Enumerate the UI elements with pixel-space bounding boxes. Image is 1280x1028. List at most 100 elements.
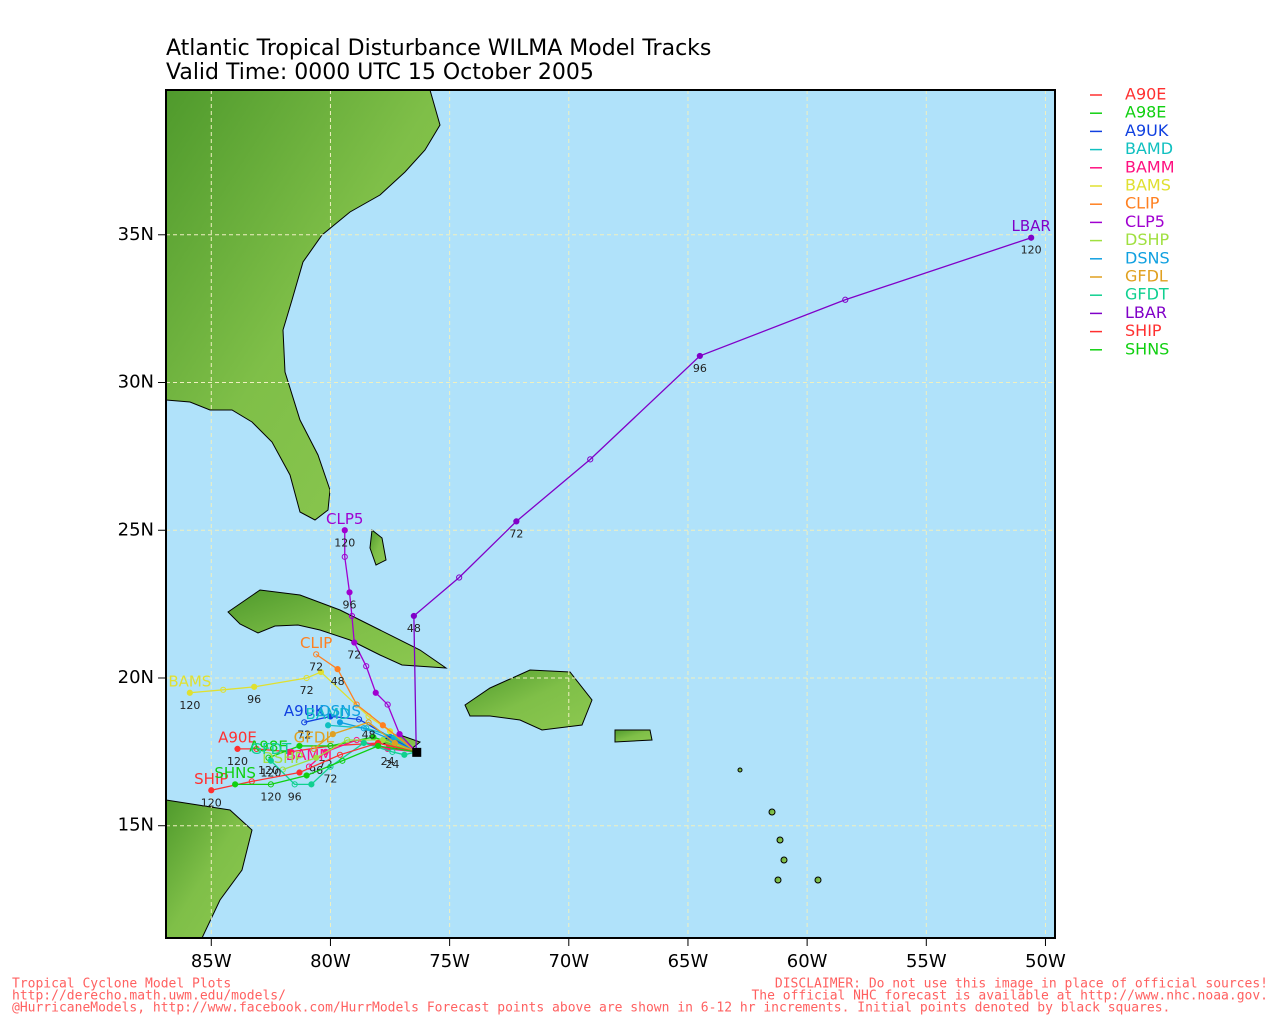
map-title: Atlantic Tropical Disturbance WILMA Mode… (166, 36, 711, 61)
forecast-hour: 96 (247, 693, 261, 706)
model-track (413, 237, 1032, 752)
cuba (227, 589, 448, 669)
legend-label: A98E (1125, 103, 1166, 122)
forecast-hour: 72 (297, 728, 311, 741)
track-label: A9UK (284, 702, 326, 720)
central-america (166, 799, 253, 938)
y-tick-label: 35N (118, 224, 154, 245)
forecast-point (360, 739, 367, 747)
forecast-hour: 24 (385, 758, 399, 771)
island (814, 876, 822, 884)
track-label: BAMD (306, 705, 351, 723)
forecast-hour: 48 (331, 675, 345, 688)
forecast-point (348, 612, 356, 620)
forecast-hour: 120 (258, 764, 279, 777)
forecast-point (220, 686, 227, 693)
x-tick-label: 80W (310, 951, 351, 972)
track-label: A90E (218, 728, 257, 746)
island (774, 876, 782, 884)
forecast-point (513, 518, 520, 525)
forecast-point (1028, 234, 1035, 241)
model-track (328, 724, 417, 753)
legend-label: GFDL (1125, 267, 1168, 286)
forecast-point (313, 754, 320, 761)
track-label: SHIP (194, 770, 228, 788)
forecast-hour: 120 (260, 790, 281, 803)
x-tick-label: 50W (1025, 951, 1066, 972)
legend-label: SHNS (1125, 339, 1169, 358)
track-label: GFDL (294, 728, 335, 746)
footer-text: DISCLAIMER: Do not use this image in pla… (775, 977, 1268, 992)
forecast-hour: 96 (693, 362, 707, 375)
footer-text: Tropical Cyclone Model Plots (12, 977, 231, 992)
footer-text: http://derecho.math.uwm.edu/models/ (12, 989, 286, 1004)
forecast-point (303, 772, 310, 779)
y-tick-label: 30N (118, 372, 154, 393)
x-tick-label: 55W (906, 951, 947, 972)
model-track (344, 530, 417, 753)
forecast-hour: 120 (334, 536, 355, 549)
legend-label: DSNS (1125, 248, 1170, 267)
island (780, 856, 788, 864)
forecast-point (353, 701, 360, 708)
forecast-point (341, 553, 348, 560)
forecast-point (384, 701, 391, 708)
y-tick-label: 20N (118, 667, 154, 688)
legend-label: A9UK (1125, 121, 1169, 140)
legend-label: CLP5 (1125, 212, 1165, 231)
forecast-point (334, 666, 341, 673)
forecast-point (372, 689, 379, 696)
plot-frame (165, 89, 1056, 939)
forecast-point (401, 751, 408, 758)
land (166, 90, 822, 938)
legend-label: DSHP (1125, 230, 1170, 249)
forecast-point (253, 745, 260, 752)
model-track (211, 742, 417, 791)
forecast-point (363, 663, 370, 670)
forecast-hour: 72 (309, 660, 323, 673)
forecast-point (360, 725, 367, 732)
legend-label: BAMS (1125, 176, 1171, 195)
x-tick-label: 85W (191, 951, 232, 972)
forecast-point (379, 722, 386, 729)
forecast-point (336, 751, 344, 758)
y-tick-label: 25N (118, 519, 154, 540)
forecast-point (291, 781, 298, 788)
forecast-point (336, 719, 344, 726)
forecast-point (341, 527, 348, 534)
plot-area: 120A90E120A98E72A9UKBAMD2472BAMM7296120B… (166, 90, 1055, 938)
forecast-point (456, 574, 463, 581)
forecast-point (379, 736, 386, 744)
legend-label: CLIP (1125, 194, 1160, 213)
hispaniola (464, 669, 593, 731)
forecast-point (186, 689, 193, 696)
forecast-point (296, 769, 303, 776)
model-track (235, 745, 417, 786)
forecast-point (232, 781, 239, 788)
forecast-point (365, 719, 372, 726)
forecast-point (317, 668, 325, 676)
forecast-point (267, 757, 274, 764)
model-track (304, 715, 417, 753)
track-label: BAMS (168, 672, 211, 690)
x-tick-label: 70W (548, 951, 589, 972)
legend-label: A90E (1125, 85, 1166, 104)
puerto-rico (614, 729, 653, 743)
forecast-point (234, 745, 241, 752)
track-label: SHNS (214, 764, 256, 782)
island (776, 836, 784, 844)
forecast-point (587, 456, 594, 463)
legend-label: GFDT (1125, 285, 1169, 304)
forecast-point (389, 748, 396, 755)
north-america (166, 90, 441, 521)
forecast-hour: 48 (407, 622, 421, 635)
x-tick-label: 65W (668, 951, 709, 972)
forecast-point (696, 352, 703, 360)
forecast-point (327, 742, 334, 750)
forecast-hour: 120 (179, 699, 200, 712)
track-label: CLIP (300, 634, 332, 652)
forecast-point (310, 745, 317, 752)
footer-text: @HurricaneModels, http://www.facebook.co… (12, 1001, 1170, 1016)
legend-label: BAMM (1125, 157, 1175, 176)
